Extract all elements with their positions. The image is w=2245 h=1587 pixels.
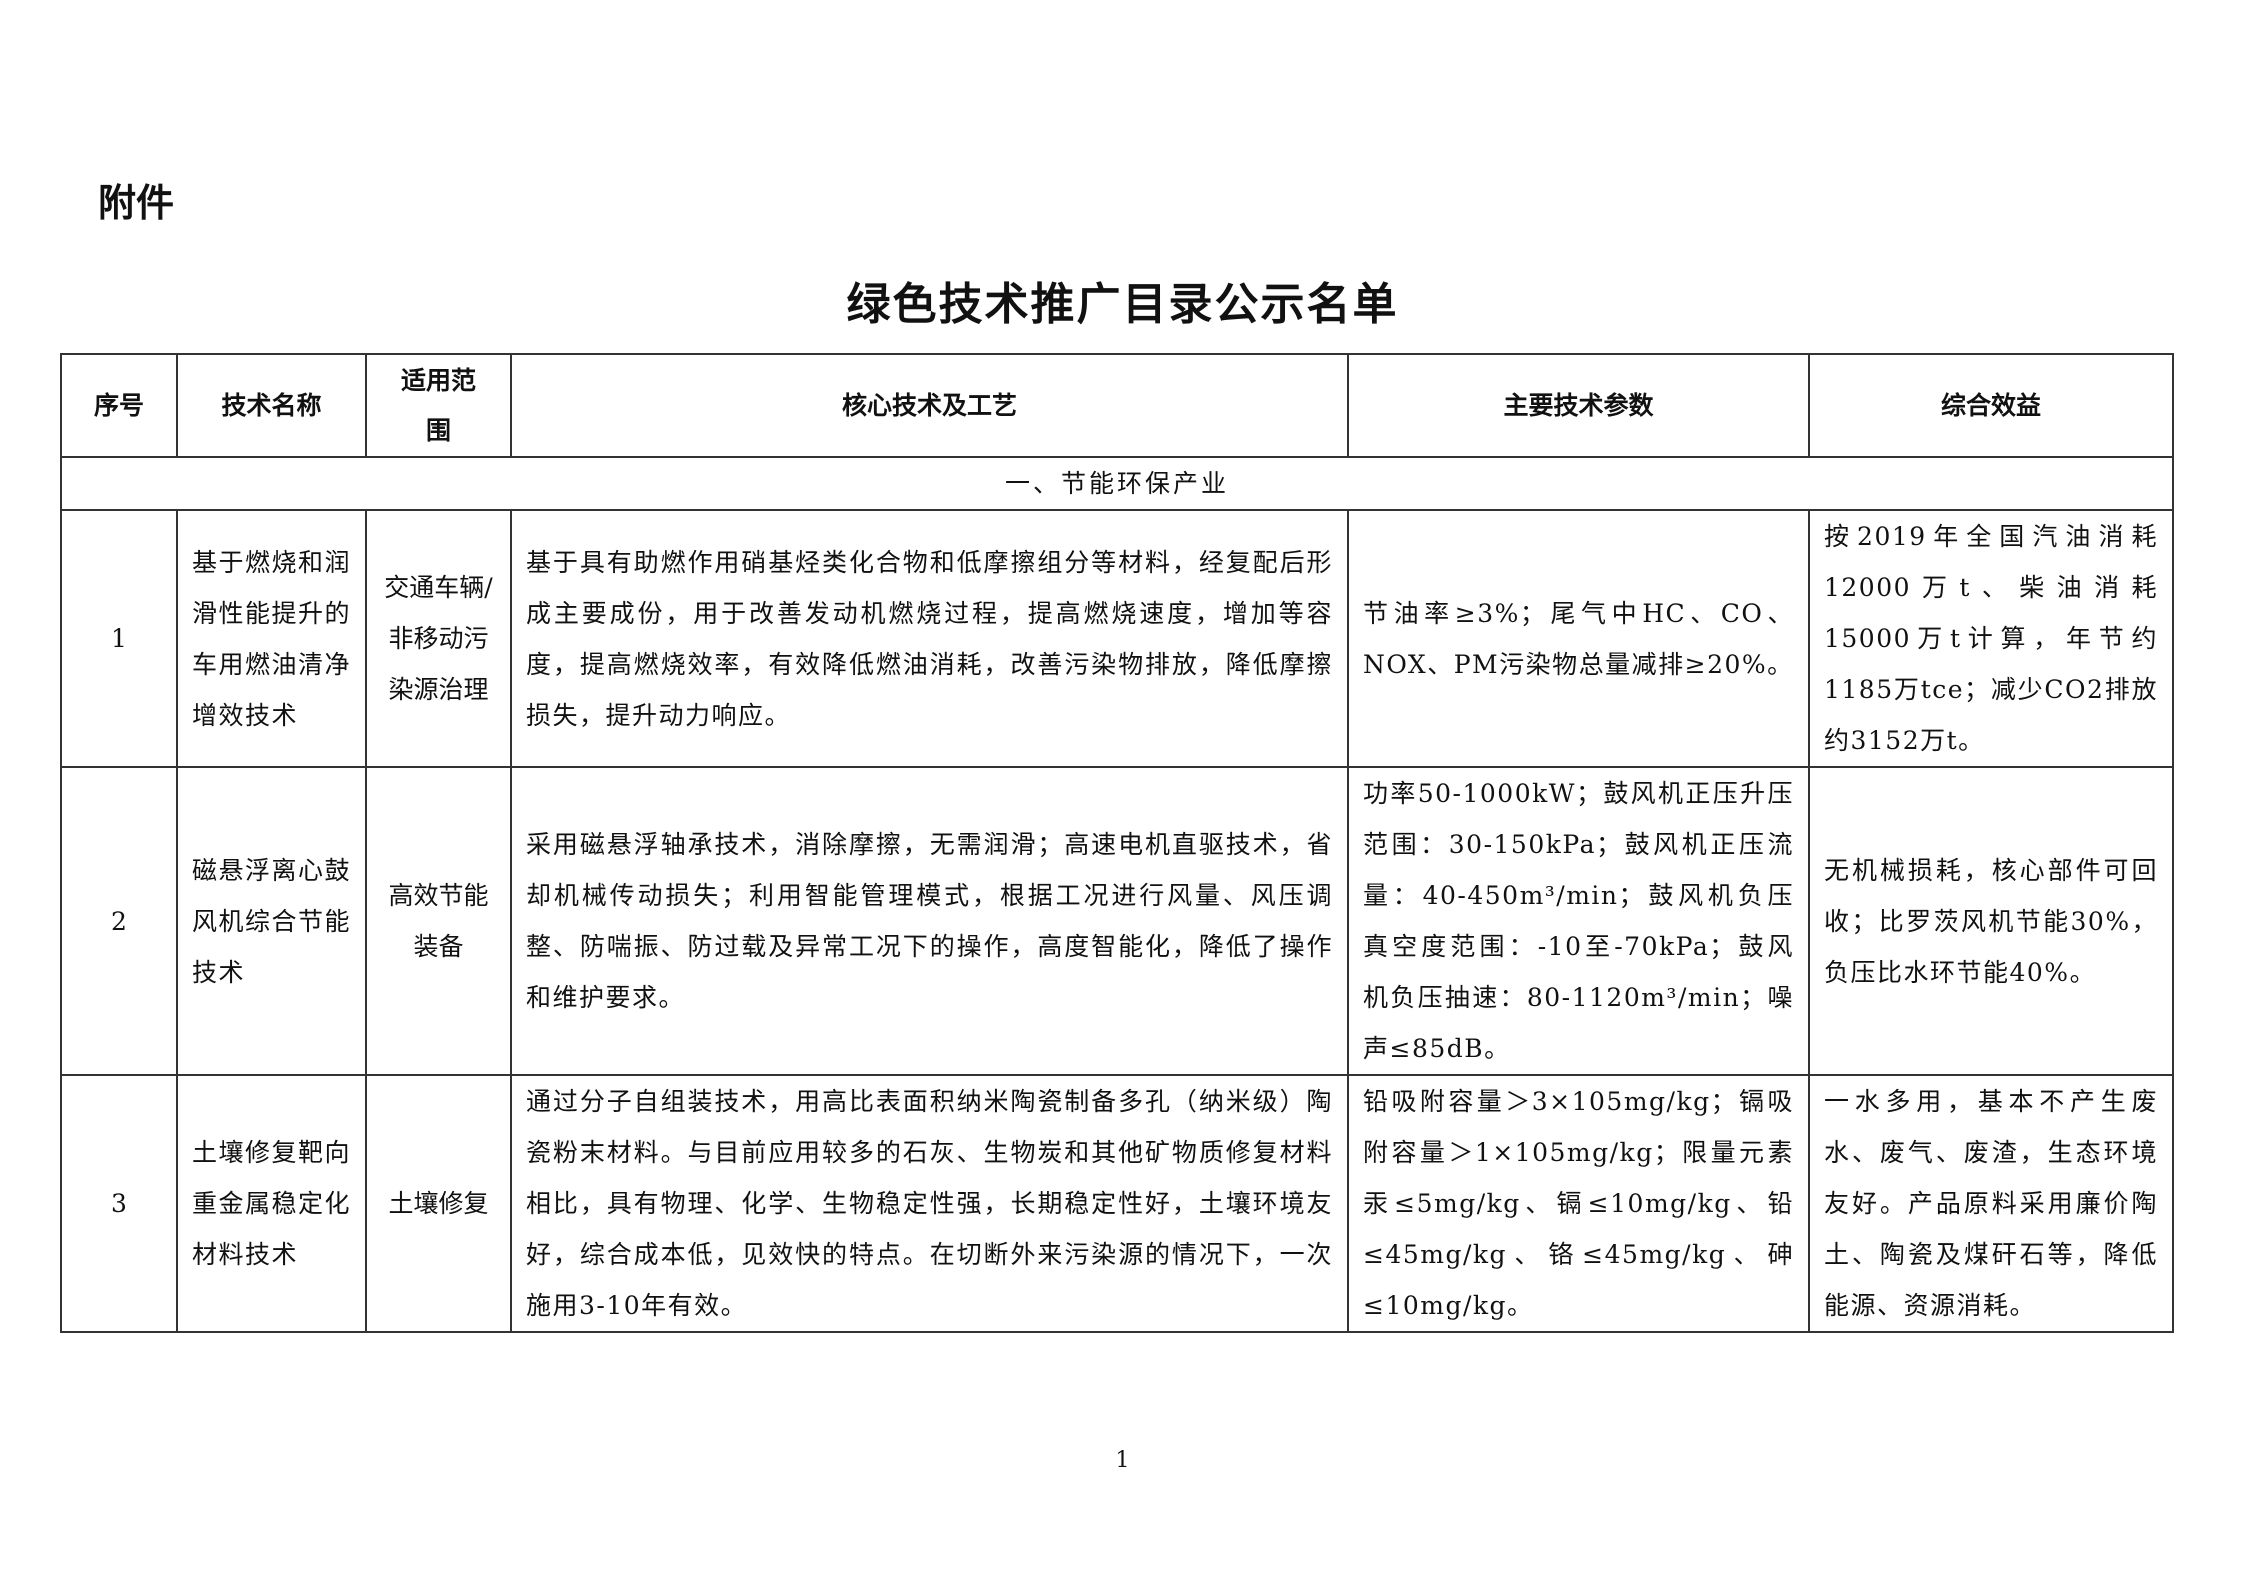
row-core: 通过分子自组装技术，用高比表面积纳米陶瓷制备多孔（纳米级）陶瓷粉末材料。与目前应… <box>510 1074 1349 1333</box>
table-row: 3 土壤修复靶向重金属稳定化材料技术 土壤修复 通过分子自组装技术，用高比表面积… <box>60 1074 2174 1333</box>
row-scope: 土壤修复 <box>365 1074 512 1333</box>
section-row: 一、节能环保产业 <box>60 456 2174 511</box>
row-scope: 交通车辆/非移动污染源治理 <box>365 509 512 768</box>
table-row: 2 磁悬浮离心鼓风机综合节能技术 高效节能装备 采用磁悬浮轴承技术，消除摩擦，无… <box>60 766 2174 1076</box>
header-scope: 适用范围 <box>365 353 512 458</box>
header-core: 核心技术及工艺 <box>510 353 1349 458</box>
row-core: 基于具有助燃作用硝基烃类化合物和低摩擦组分等材料，经复配后形成主要成份，用于改善… <box>510 509 1349 768</box>
row-name: 基于燃烧和润滑性能提升的车用燃油清净增效技术 <box>176 509 367 768</box>
row-core: 采用磁悬浮轴承技术，消除摩擦，无需润滑；高速电机直驱技术，省却机械传动损失；利用… <box>510 766 1349 1076</box>
table-row: 1 基于燃烧和润滑性能提升的车用燃油清净增效技术 交通车辆/非移动污染源治理 基… <box>60 509 2174 768</box>
row-params: 铅吸附容量＞3×105mg/kg；镉吸附容量＞1×105mg/kg；限量元素汞≤… <box>1347 1074 1810 1333</box>
row-params: 节油率≥3%；尾气中HC、CO、NOX、PM污染物总量减排≥20%。 <box>1347 509 1810 768</box>
row-scope: 高效节能装备 <box>365 766 512 1076</box>
section-title: 一、节能环保产业 <box>60 456 2174 511</box>
row-name: 土壤修复靶向重金属稳定化材料技术 <box>176 1074 367 1333</box>
header-no: 序号 <box>60 353 178 458</box>
header-name: 技术名称 <box>176 353 367 458</box>
green-technology-table: 序号 技术名称 适用范围 核心技术及工艺 主要技术参数 综合效益 一、节能环保产… <box>60 353 2174 1333</box>
row-benefit: 按2019年全国汽油消耗12000万t、柴油消耗15000万t计算，年节约118… <box>1808 509 2174 768</box>
row-benefit: 无机械损耗，核心部件可回收；比罗茨风机节能30%，负压比水环节能40%。 <box>1808 766 2174 1076</box>
attachment-label: 附件 <box>98 181 175 225</box>
document-title: 绿色技术推广目录公示名单 <box>846 279 1399 330</box>
row-params: 功率50-1000kW；鼓风机正压升压范围：30-150kPa；鼓风机正压流量：… <box>1347 766 1810 1076</box>
row-benefit: 一水多用，基本不产生废水、废气、废渣，生态环境友好。产品原料采用廉价陶土、陶瓷及… <box>1808 1074 2174 1333</box>
row-no: 2 <box>60 766 178 1076</box>
page-number: 1 <box>1115 1448 1130 1473</box>
header-params: 主要技术参数 <box>1347 353 1810 458</box>
header-benefit: 综合效益 <box>1808 353 2174 458</box>
row-no: 3 <box>60 1074 178 1333</box>
table-header-row: 序号 技术名称 适用范围 核心技术及工艺 主要技术参数 综合效益 <box>60 353 2174 458</box>
row-no: 1 <box>60 509 178 768</box>
row-name: 磁悬浮离心鼓风机综合节能技术 <box>176 766 367 1076</box>
